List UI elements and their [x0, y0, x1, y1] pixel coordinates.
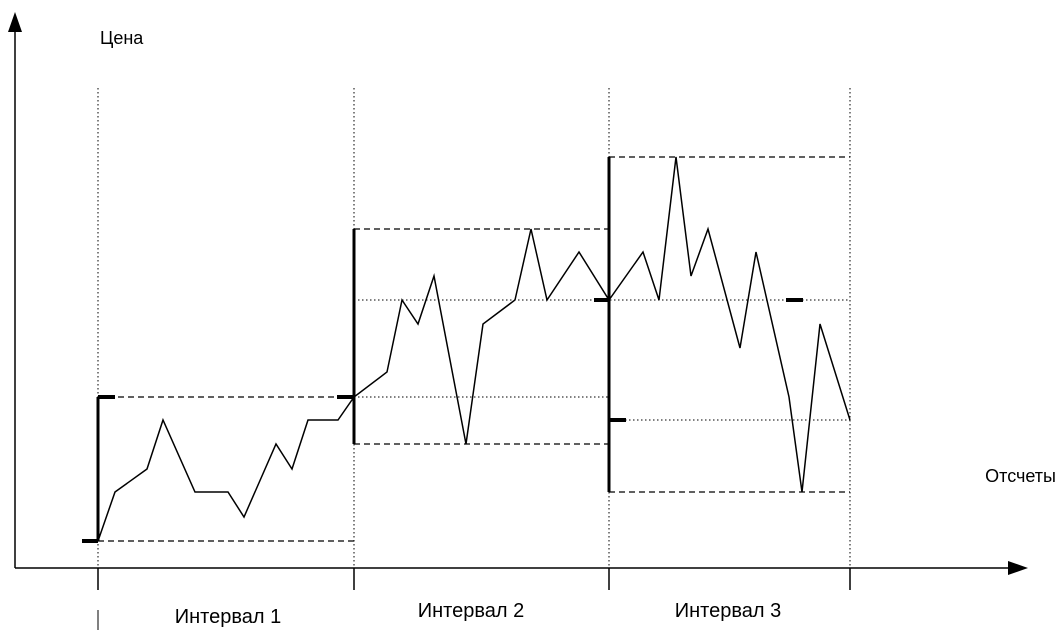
- price-path: [97, 156, 851, 542]
- interval-3-label: Интервал 3: [675, 600, 781, 622]
- x-axis-arrow: [1008, 561, 1028, 575]
- y-axis-label: Цена: [100, 28, 144, 48]
- interval-2-label: Интервал 2: [418, 600, 524, 622]
- x-axis-label: Отсчеты: [985, 466, 1056, 486]
- interval-1-label: Интервал 1: [175, 606, 281, 628]
- y-axis-arrow: [8, 12, 22, 32]
